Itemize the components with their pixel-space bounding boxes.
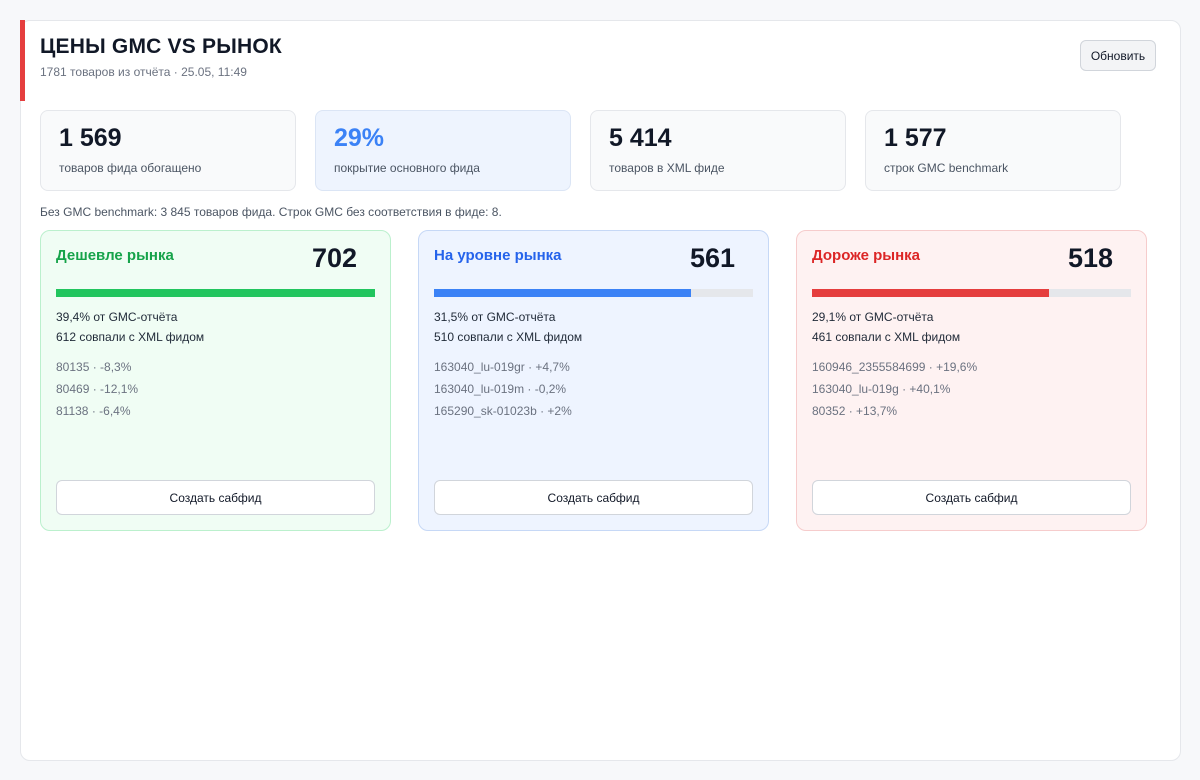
create-subfeed-button[interactable]: Создать сабфид bbox=[812, 480, 1131, 515]
progress-track bbox=[434, 289, 753, 297]
card-share: 31,5% от GMC-отчёта bbox=[434, 310, 556, 324]
stat-gmc-rows: 1 577 строк GMC benchmark bbox=[865, 110, 1121, 191]
refresh-button[interactable]: Обновить bbox=[1080, 40, 1156, 71]
example-item: 163040_lu-019gr · +4,7% bbox=[434, 360, 570, 374]
stat-value: 29% bbox=[334, 124, 385, 152]
card-count: 702 bbox=[311, 243, 357, 273]
page-title: ЦЕНЫ GMC VS РЫНОК bbox=[40, 35, 282, 58]
card-title: Дороже рынка bbox=[812, 247, 920, 264]
progress-fill bbox=[434, 289, 691, 297]
card-at-market: На уровне рынка 561 31,5% от GMC-отчёта … bbox=[418, 230, 769, 531]
progress-track bbox=[812, 289, 1131, 297]
example-item: 163040_lu-019g · +40,1% bbox=[812, 382, 951, 396]
card-matched: 510 совпали с XML фидом bbox=[434, 330, 583, 344]
header-accent-bar bbox=[20, 20, 25, 101]
stat-value: 5 414 bbox=[609, 124, 672, 152]
example-item: 80352 · +13,7% bbox=[812, 404, 898, 418]
progress-fill bbox=[56, 289, 375, 297]
example-item: 81138 · -6,4% bbox=[56, 404, 131, 418]
progress-fill bbox=[812, 289, 1050, 297]
card-share: 29,1% от GMC-отчёта bbox=[812, 310, 934, 324]
example-list: 163040_lu-019gr · +4,7% 163040_lu-019m ·… bbox=[434, 360, 572, 426]
card-matched: 461 совпали с XML фидом bbox=[812, 330, 961, 344]
card-cheaper: Дешевле рынка 702 39,4% от GMC-отчёта 61… bbox=[40, 230, 391, 531]
page-subtitle: 1781 товаров из отчёта · 25.05, 11:49 bbox=[40, 65, 247, 79]
stat-xml-feed: 5 414 товаров в XML фиде bbox=[590, 110, 846, 191]
example-item: 165290_sk-01023b · +2% bbox=[434, 404, 572, 418]
progress-track bbox=[56, 289, 375, 297]
example-item: 163040_lu-019m · -0,2% bbox=[434, 382, 567, 396]
card-share: 39,4% от GMC-отчёта bbox=[56, 310, 178, 324]
example-list: 80135 · -8,3% 80469 · -12,1% 81138 · -6,… bbox=[56, 360, 138, 426]
coverage-note: Без GMC benchmark: 3 845 товаров фида. С… bbox=[40, 205, 502, 219]
stat-label: товаров в XML фиде bbox=[609, 161, 725, 175]
card-more-expensive: Дороже рынка 518 29,1% от GMC-отчёта 461… bbox=[796, 230, 1147, 531]
card-count: 561 bbox=[689, 243, 735, 273]
example-item: 160946_2355584699 · +19,6% bbox=[812, 360, 978, 374]
stat-coverage: 29% покрытие основного фида bbox=[315, 110, 571, 191]
card-title: На уровне рынка bbox=[434, 247, 562, 264]
example-list: 160946_2355584699 · +19,6% 163040_lu-019… bbox=[812, 360, 977, 426]
card-matched: 612 совпали с XML фидом bbox=[56, 330, 205, 344]
stat-label: товаров фида обогащено bbox=[59, 161, 202, 175]
stat-value: 1 577 bbox=[884, 124, 947, 152]
stat-enriched: 1 569 товаров фида обогащено bbox=[40, 110, 296, 191]
stat-value: 1 569 bbox=[59, 124, 122, 152]
example-item: 80469 · -12,1% bbox=[56, 382, 139, 396]
stat-label: покрытие основного фида bbox=[334, 161, 480, 175]
example-item: 80135 · -8,3% bbox=[56, 360, 132, 374]
create-subfeed-button[interactable]: Создать сабфид bbox=[434, 480, 753, 515]
create-subfeed-button[interactable]: Создать сабфид bbox=[56, 480, 375, 515]
card-count: 518 bbox=[1067, 243, 1113, 273]
stat-label: строк GMC benchmark bbox=[884, 161, 1009, 175]
card-title: Дешевле рынка bbox=[56, 247, 174, 264]
